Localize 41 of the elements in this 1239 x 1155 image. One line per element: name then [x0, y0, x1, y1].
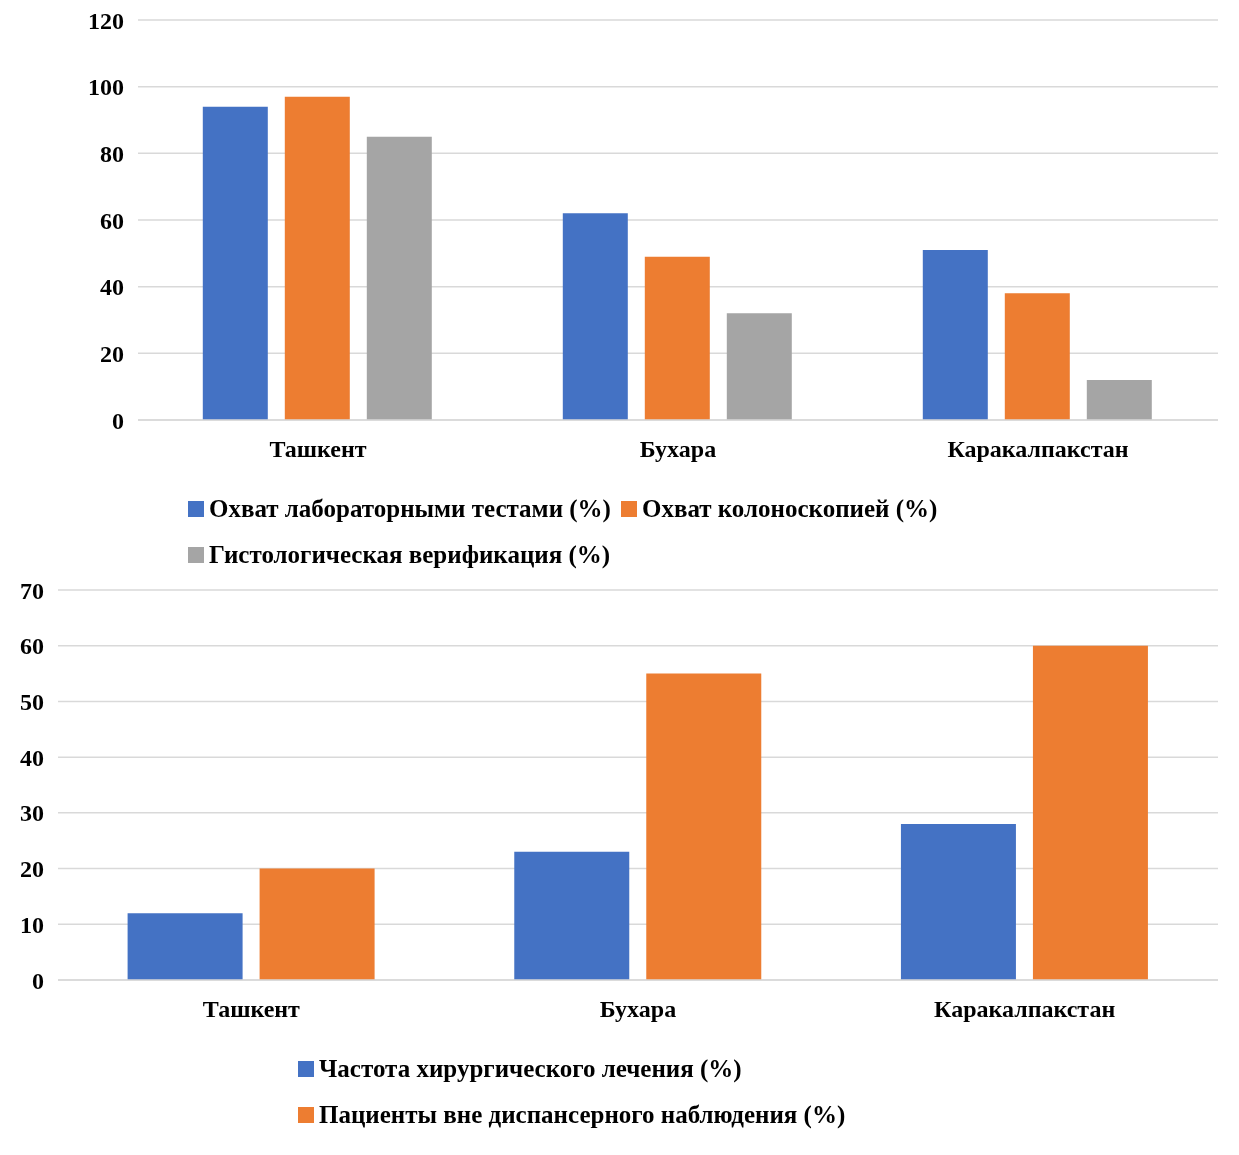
- y-tick-label: 50: [20, 688, 44, 715]
- bar: [900, 824, 1016, 980]
- x-tick-label: Ташкент: [269, 436, 367, 463]
- y-tick-label: 0: [112, 407, 124, 434]
- legend-label: Гистологическая верификация (%): [208, 540, 611, 571]
- y-tick-label: 20: [20, 856, 44, 883]
- bar: [514, 851, 630, 980]
- y-tick-label: 120: [88, 7, 124, 34]
- y-tick-label: 10: [20, 911, 44, 938]
- bar: [726, 313, 792, 420]
- bar: [644, 256, 710, 420]
- x-tick-label: Ташкент: [202, 996, 301, 1023]
- bar: [922, 250, 988, 420]
- y-tick-label: 80: [100, 140, 124, 167]
- y-tick-label: 0: [32, 967, 44, 994]
- legend-label: Частота хирургического лечения (%): [318, 1054, 742, 1085]
- bar: [366, 136, 432, 420]
- y-tick-label: 100: [88, 74, 124, 101]
- bar: [1086, 380, 1152, 420]
- bar: [1004, 293, 1070, 420]
- y-tick-label: 20: [100, 340, 124, 367]
- y-tick-label: 70: [20, 577, 44, 604]
- bar: [646, 673, 762, 980]
- legend-label: Пациенты вне диспансерного наблюдения (%): [318, 1100, 846, 1131]
- bar: [284, 96, 350, 420]
- bar: [1032, 645, 1148, 980]
- bar: [127, 913, 243, 980]
- y-tick-label: 60: [100, 207, 124, 234]
- x-tick-label: Каракалпакстан: [947, 436, 1129, 463]
- x-tick-label: Бухара: [639, 436, 717, 463]
- x-tick-label: Каракалпакстан: [934, 996, 1116, 1023]
- bar: [562, 213, 628, 420]
- y-tick-label: 60: [20, 633, 44, 660]
- legend-label: Охват лабораторными тестами (%): [208, 494, 611, 525]
- bar: [259, 868, 375, 980]
- y-tick-label: 30: [20, 800, 44, 827]
- y-tick-label: 40: [100, 274, 124, 301]
- legend-label: Охват колоноскопией (%): [640, 494, 938, 524]
- y-tick-label: 40: [20, 744, 44, 771]
- x-tick-label: Бухара: [599, 996, 677, 1023]
- bar: [202, 106, 268, 420]
